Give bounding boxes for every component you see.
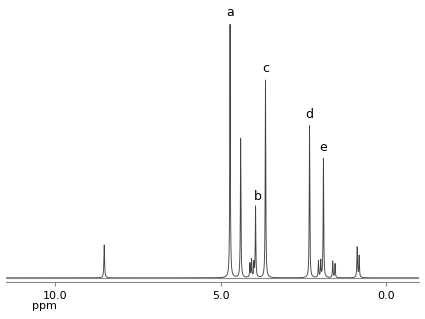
Text: a: a <box>226 6 234 19</box>
Text: b: b <box>254 190 262 203</box>
Text: e: e <box>320 141 327 154</box>
Text: c: c <box>262 62 269 75</box>
Text: ppm: ppm <box>32 301 57 311</box>
Text: d: d <box>306 108 314 121</box>
